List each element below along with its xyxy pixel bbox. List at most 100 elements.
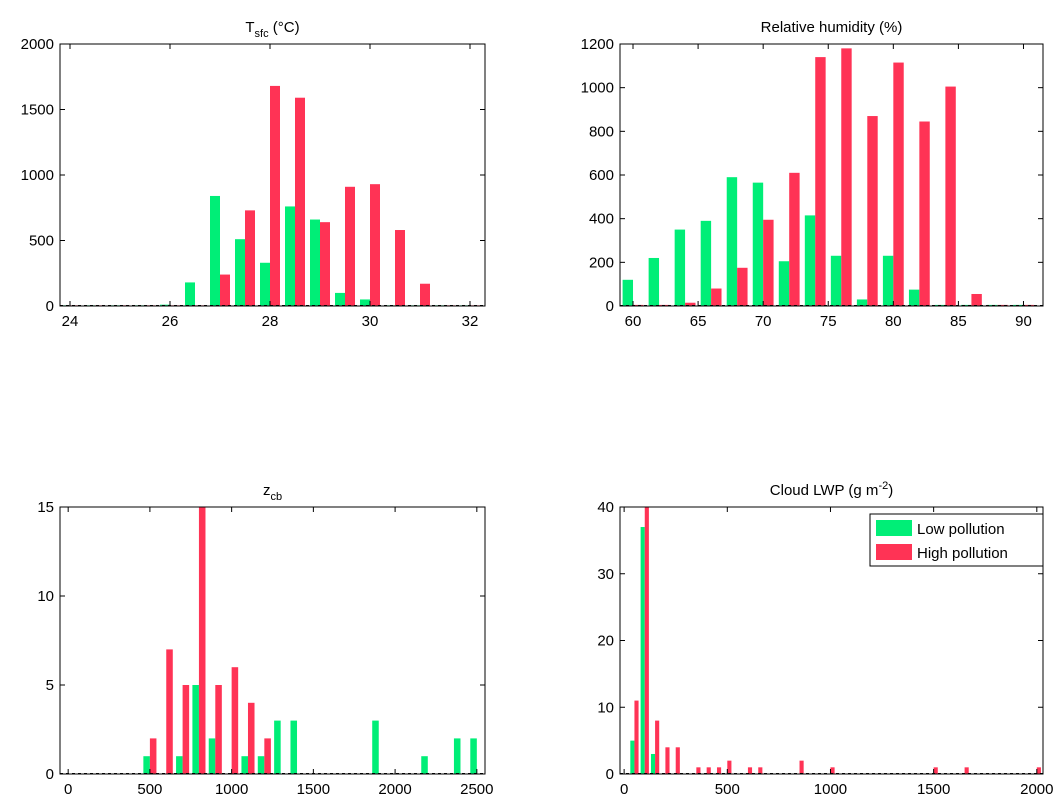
legend-label-high: High pollution [917,545,1008,562]
tsfc-xtick-label: 32 [462,313,479,330]
tsfc-bar-high-11 [345,186,355,306]
lwp-bar-low-1 [640,527,645,774]
zcb-ytick-label: 10 [37,588,54,605]
rh-ytick-label: 0 [606,298,614,315]
rh-xtick-label: 65 [690,313,707,330]
rh-xtick-label: 85 [950,313,967,330]
lwp-bar-high-2 [655,720,660,774]
lwp-bar-high-7 [706,767,711,774]
legend: Low pollution High pollution [869,513,1044,567]
tsfc-xtick-label: 28 [262,313,279,330]
tsfc-bar-low-10 [310,219,320,306]
zcb-axes-box [59,506,486,775]
zcb-ytick-label: 0 [46,766,54,783]
legend-swatch-low [876,520,912,536]
rh-bar-low-3 [700,220,712,306]
tsfc-xtick-label: 24 [62,313,79,330]
rh-bar-high-13 [971,293,982,306]
zcb-bar-low-22 [421,756,428,774]
lwp-xtick-label: 0 [620,781,628,798]
tsfc-bar-high-9 [295,97,305,307]
zcb-xtick-label: 1000 [215,781,248,798]
zcb-bar-low-19 [372,720,379,774]
tsfc-ytick-label: 2000 [21,36,54,53]
tsfc-ytick-label: 1000 [21,167,54,184]
panel-surface-temperature: 24 26 28 30 32 0 500 1000 1500 2000 Tsfc (°C) [21,19,486,330]
zcb-bar-high-7 [182,685,190,774]
tsfc-bar-low-7 [235,239,245,306]
rh-ytick-label: 200 [589,254,614,271]
zcb-xtick-label: 500 [137,781,162,798]
zcb-bar-high-11 [247,702,255,774]
lwp-bar-high-3 [665,747,670,774]
rh-bar-low-9 [856,299,868,306]
lwp-bar-high-39 [1036,767,1041,774]
rh-bar-low-6 [778,261,790,306]
lwp-bar-high-12 [758,767,763,774]
tsfc-ytick-label: 1500 [21,102,54,119]
rh-bar-high-4 [737,267,748,306]
legend-label-low: Low pollution [917,521,1005,538]
legend-swatch-high [876,544,912,560]
tsfc-bar-high-7 [245,210,255,306]
tsfc-bar-low-5 [185,282,195,306]
zcb-title: zcb [263,482,282,503]
zcb-bar-high-10 [231,667,239,774]
rh-bar-high-14 [997,304,1008,306]
lwp-bar-high-0 [634,700,639,774]
lwp-xtick-label: 1500 [917,781,950,798]
rh-xtick-label: 75 [820,313,837,330]
zcb-bar-high-12 [264,738,271,774]
tsfc-bar-high-10 [320,222,330,306]
zcb-bar-low-25 [470,738,477,774]
tsfc-bar-high-8 [270,85,280,306]
zcb-bar-low-7 [176,756,183,774]
rh-bar-low-10 [882,255,894,306]
lwp-title: Cloud LWP (g m-2) [770,480,893,499]
rh-xtick-label: 90 [1015,313,1032,330]
tsfc-ytick-label: 500 [29,233,54,250]
rh-ytick-label: 600 [589,167,614,184]
zcb-xtick-label: 2500 [460,781,493,798]
zcb-bar-low-9 [208,738,216,774]
lwp-xtick-label: 1000 [814,781,847,798]
rh-bar-high-3 [711,288,722,306]
panel-cloud-lwp: 0 500 1000 1500 2000 0 10 20 30 40 Cloud LWP (g m-… [597,480,1053,798]
zcb-xtick-label: 0 [64,781,72,798]
rh-bar-high-8 [841,48,852,307]
rh-title: Relative humidity (%) [761,19,903,36]
lwp-ytick-label: 20 [597,633,614,650]
lwp-bar-high-9 [727,760,732,774]
lwp-bar-high-1 [644,507,649,774]
panel-cloud-base-height: 0 500 1000 1500 2000 2500 0 5 10 15 zcb [37,482,493,798]
rh-ytick-label: 1200 [581,36,614,53]
rh-bar-low-7 [804,215,816,306]
tsfc-bar-high-6 [220,274,230,306]
rh-ytick-label: 800 [589,123,614,140]
rh-bar-low-13 [961,304,972,306]
lwp-ytick-label: 0 [606,766,614,783]
zcb-ytick-label: 5 [46,677,54,694]
rh-bar-low-8 [830,255,842,306]
rh-bar-high-5 [763,219,774,306]
zcb-xtick-label: 1500 [297,781,330,798]
rh-bar-high-11 [919,121,930,306]
zcb-bar-low-13 [274,720,281,774]
tsfc-ytick-label: 0 [46,298,54,315]
lwp-bar-low-2 [650,753,656,774]
rh-bar-high-10 [893,62,904,307]
zcb-bar-high-8 [198,507,206,774]
zcb-bar-high-9 [215,685,222,774]
tsfc-bar-high-13 [395,230,405,306]
lwp-xtick-label: 500 [715,781,740,798]
lwp-bar-high-6 [696,767,701,774]
tsfc-bar-low-8 [260,262,270,306]
zcb-ytick-label: 15 [37,499,54,516]
rh-bar-low-5 [752,182,764,306]
rh-bar-low-0 [622,279,634,306]
rh-bar-high-7 [815,57,826,306]
zcb-bar-low-11 [241,756,248,774]
rh-ytick-label: 1000 [581,80,614,97]
zcb-bar-low-12 [257,756,265,774]
